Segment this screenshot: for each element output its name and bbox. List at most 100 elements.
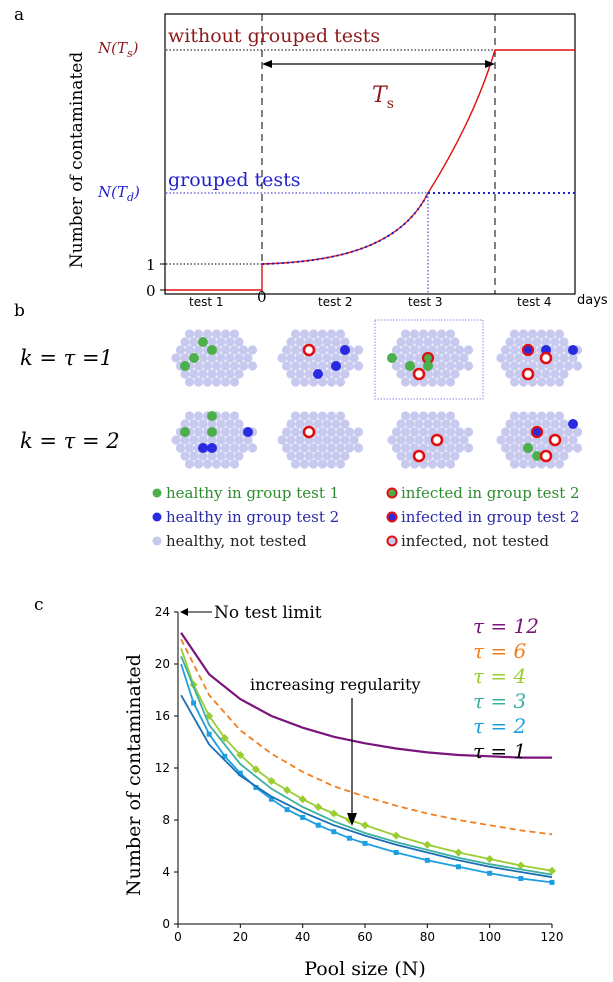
population-dot bbox=[216, 337, 226, 347]
population-dot bbox=[299, 329, 310, 339]
series-point bbox=[549, 879, 555, 885]
population-dot bbox=[441, 435, 451, 445]
population-dot bbox=[391, 443, 402, 453]
population-dot bbox=[326, 459, 337, 469]
series-point bbox=[206, 731, 212, 737]
legend-healthy-untested: healthy, not tested bbox=[166, 532, 307, 550]
population-dot bbox=[281, 361, 292, 371]
population-dot bbox=[353, 427, 364, 437]
population-dot bbox=[463, 361, 474, 371]
population-dot bbox=[290, 361, 301, 371]
population-dot bbox=[436, 411, 447, 421]
population-dot bbox=[532, 337, 542, 347]
population-dot bbox=[326, 329, 337, 339]
population-dot bbox=[193, 361, 204, 371]
population-dot bbox=[414, 435, 424, 445]
x-tick-label: 20 bbox=[233, 930, 248, 944]
population-dot bbox=[563, 443, 574, 453]
marked-dot bbox=[243, 427, 253, 437]
population-dot bbox=[414, 337, 424, 347]
population-dot bbox=[207, 337, 217, 347]
population-dot bbox=[175, 443, 186, 453]
population-dot bbox=[532, 353, 542, 363]
series-point bbox=[283, 786, 292, 795]
population-dot bbox=[180, 353, 190, 363]
grouped-label: grouped tests bbox=[168, 169, 301, 191]
population-dot bbox=[418, 411, 429, 421]
population-dot bbox=[286, 435, 296, 445]
population-dot bbox=[326, 377, 337, 387]
population-dot bbox=[396, 353, 406, 363]
population-dot bbox=[527, 459, 538, 469]
y-tick-label: 4 bbox=[162, 865, 170, 879]
population-dot bbox=[234, 369, 244, 379]
population-dot bbox=[238, 443, 249, 453]
population-dot bbox=[238, 361, 249, 371]
marked-dot bbox=[302, 343, 316, 357]
panel-a-plot: Number of contaminated N(Ts) N(Td) 1 0 T… bbox=[67, 13, 608, 309]
population-dot bbox=[202, 361, 213, 371]
population-dot bbox=[409, 329, 420, 339]
marked-dot bbox=[198, 443, 208, 453]
population-dot bbox=[441, 337, 451, 347]
epidemic-curve bbox=[166, 49, 575, 291]
population-dot bbox=[450, 353, 460, 363]
population-dot bbox=[523, 435, 533, 445]
legend-healthy-test2: healthy in group test 2 bbox=[166, 508, 339, 526]
population-dot bbox=[545, 377, 556, 387]
population-dot bbox=[514, 451, 524, 461]
population-dot bbox=[184, 459, 195, 469]
population-dot bbox=[229, 377, 240, 387]
population-dot bbox=[308, 377, 319, 387]
x-tick-label: 100 bbox=[478, 930, 501, 944]
population-dot bbox=[335, 443, 346, 453]
population-dot bbox=[229, 411, 240, 421]
population-dot bbox=[290, 411, 301, 421]
population-dot bbox=[505, 337, 515, 347]
legend-entry: τ = 4 bbox=[473, 664, 526, 688]
population-dot bbox=[313, 353, 323, 363]
population-dot bbox=[317, 377, 328, 387]
population-dot bbox=[396, 451, 406, 461]
y-tick-label: 20 bbox=[155, 657, 170, 671]
population-dot bbox=[234, 337, 244, 347]
population-dot bbox=[432, 369, 442, 379]
population-dot bbox=[207, 353, 217, 363]
population-dot bbox=[500, 361, 511, 371]
population-dot bbox=[304, 451, 314, 461]
series-line bbox=[180, 638, 553, 836]
population-dot bbox=[340, 337, 350, 347]
Ts-arrow-left-head bbox=[262, 60, 272, 68]
population-dot bbox=[572, 427, 583, 437]
y-tick-label: 24 bbox=[155, 605, 170, 619]
population-dot bbox=[441, 419, 451, 429]
legend-healthy-test1: healthy in group test 1 bbox=[166, 484, 339, 502]
population-dot bbox=[295, 419, 305, 429]
population-dot bbox=[335, 411, 346, 421]
marked-dot bbox=[405, 361, 415, 371]
population-dot bbox=[331, 435, 341, 445]
population-dot bbox=[500, 345, 511, 355]
population-dot bbox=[340, 369, 350, 379]
population-dot bbox=[445, 443, 456, 453]
population-dot bbox=[445, 345, 456, 355]
population-dot bbox=[290, 377, 301, 387]
marked-dot bbox=[180, 427, 190, 437]
population-dot bbox=[518, 411, 529, 421]
series-line bbox=[180, 694, 553, 879]
population-dot bbox=[441, 451, 451, 461]
population-dot bbox=[450, 337, 460, 347]
population-dot bbox=[505, 451, 515, 461]
population-dot bbox=[189, 435, 199, 445]
population-dot bbox=[220, 329, 231, 339]
population-dot bbox=[454, 361, 465, 371]
x-tick-label: 40 bbox=[295, 930, 310, 944]
population-dot bbox=[225, 369, 235, 379]
population-dot bbox=[207, 435, 217, 445]
population-dot bbox=[229, 329, 240, 339]
population-dot bbox=[418, 329, 429, 339]
ytick-0: 0 bbox=[146, 282, 156, 300]
without-grouped-label: without grouped tests bbox=[168, 25, 380, 47]
series-point bbox=[487, 870, 493, 876]
population-dot bbox=[532, 419, 542, 429]
